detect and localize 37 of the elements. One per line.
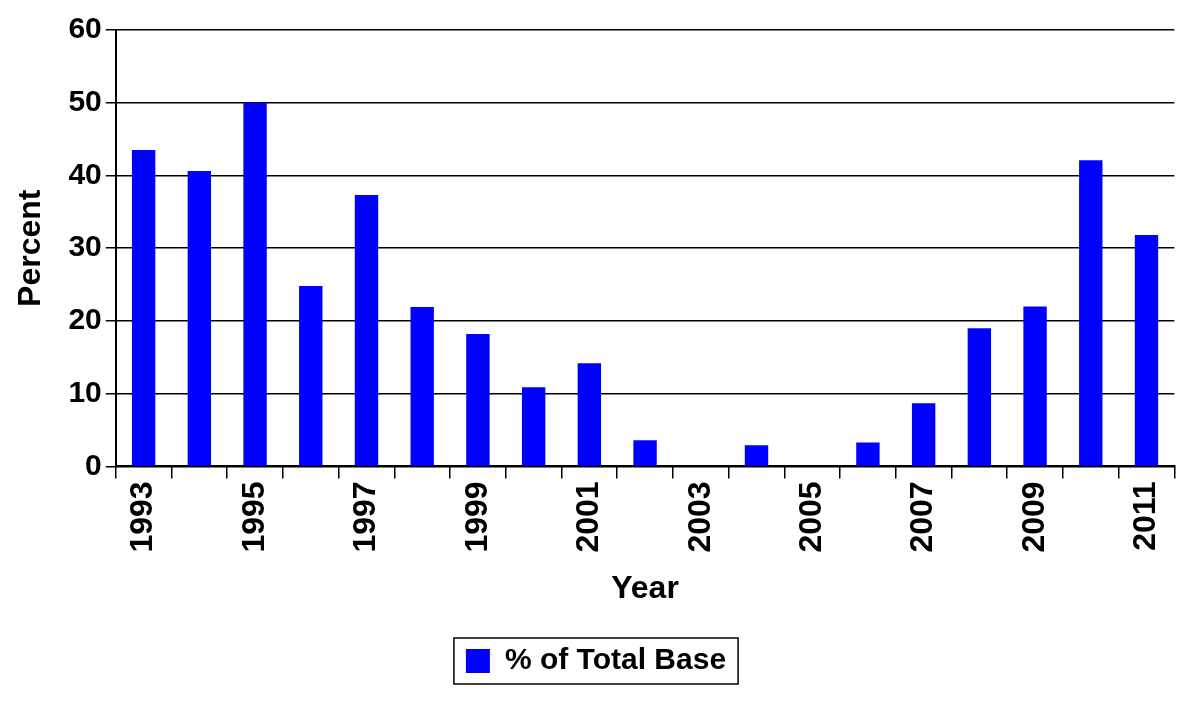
- x-tick-label: 2007: [903, 481, 940, 553]
- legend-label: % of Total Base: [504, 642, 727, 676]
- y-tick-label: 10: [68, 374, 102, 408]
- bar: [299, 286, 323, 466]
- y-tick-label: 40: [68, 156, 102, 190]
- bar: [131, 150, 156, 466]
- bar: [633, 440, 657, 466]
- bar: [1134, 235, 1159, 466]
- bar: [577, 363, 602, 466]
- x-tick-label: 2011: [1126, 481, 1163, 551]
- y-axis-title: Percent: [11, 189, 48, 307]
- bar: [187, 171, 212, 466]
- x-tick-label: 1995: [234, 481, 271, 553]
- x-tick-label: 2003: [680, 481, 717, 553]
- y-tick-label: 20: [68, 302, 102, 336]
- x-tick-label: 2009: [1014, 481, 1051, 553]
- bar: [354, 195, 379, 466]
- bar: [521, 387, 546, 466]
- bar: [410, 307, 434, 466]
- bar: [243, 102, 267, 466]
- bar: [911, 403, 936, 466]
- bar: [967, 328, 992, 466]
- x-tick-label: 1999: [457, 481, 494, 553]
- y-tick-label: 50: [68, 84, 102, 117]
- x-axis-title: Year: [611, 568, 679, 605]
- bar: [744, 445, 769, 466]
- x-tick-label: 1993: [123, 481, 160, 553]
- y-tick-label: 60: [68, 11, 102, 45]
- x-tick-label: 2001: [569, 481, 606, 553]
- y-tick-label: 0: [85, 447, 102, 481]
- bar: [1023, 306, 1047, 466]
- y-tick-label: 30: [68, 229, 102, 263]
- bar: [856, 442, 880, 466]
- x-tick-label: 1997: [346, 481, 383, 553]
- x-tick-label: 2005: [792, 481, 829, 553]
- bar: [466, 334, 490, 466]
- bar: [1079, 160, 1103, 466]
